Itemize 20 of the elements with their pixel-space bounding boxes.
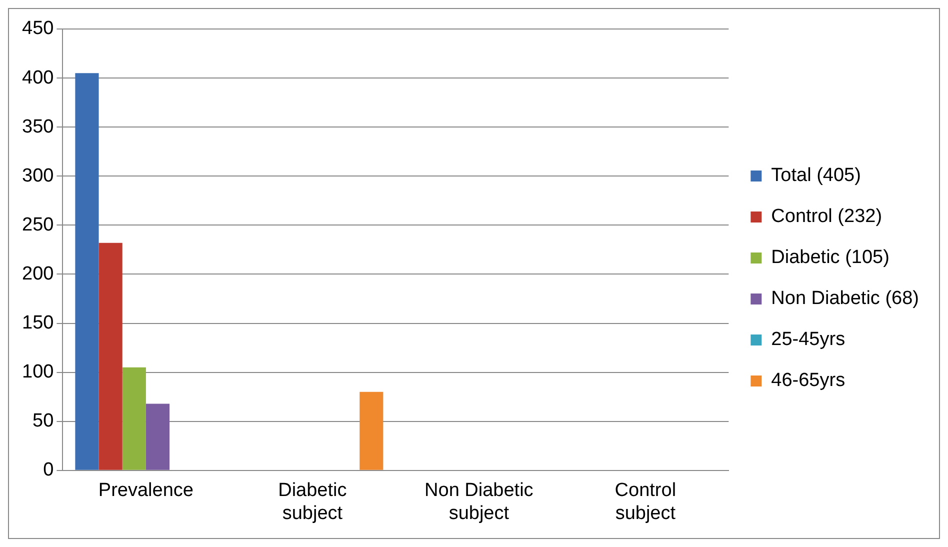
x-tick-label: Prevalence — [98, 480, 194, 502]
y-tick-label: 300 — [22, 165, 54, 186]
y-tick-label: 150 — [22, 312, 54, 334]
legend-label: Total (405) — [771, 165, 861, 186]
y-tick-label: 350 — [22, 116, 54, 138]
y-tick-label: 0 — [43, 460, 54, 481]
y-tick-label: 250 — [22, 214, 54, 236]
x-tick-label: Control subject — [614, 480, 676, 524]
y-tick-label: 400 — [22, 67, 54, 88]
legend-label: Non Diabetic (68) — [771, 288, 919, 310]
legend-label: Control (232) — [771, 206, 882, 228]
y-tick-label: 100 — [22, 362, 54, 383]
x-tick-label: Diabetic subject — [278, 480, 347, 524]
y-tick-label: 200 — [22, 263, 54, 284]
y-tick-label: 50 — [32, 410, 54, 432]
legend-label: 25-45yrs — [771, 329, 846, 350]
legend-label: Diabetic (105) — [771, 247, 890, 268]
x-tick-label: Non Diabetic subject — [424, 480, 534, 524]
y-tick-label: 450 — [22, 18, 54, 40]
legend-label: 46-65yrs — [771, 370, 846, 392]
